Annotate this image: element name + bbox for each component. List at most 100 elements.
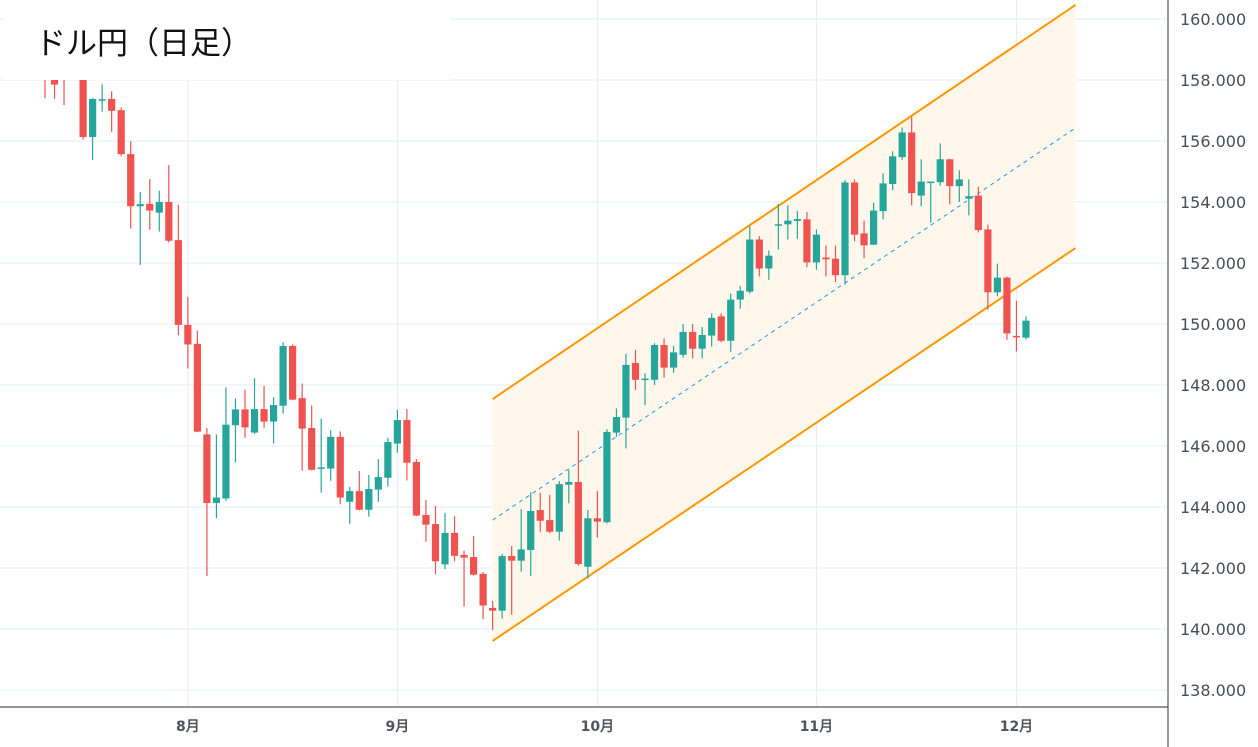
candle-body — [155, 202, 163, 213]
candle-down — [593, 491, 601, 538]
candle-body — [346, 491, 354, 502]
candle-body — [203, 434, 211, 504]
candle-down — [460, 550, 468, 607]
candle-body — [936, 159, 944, 183]
candle-body — [374, 477, 382, 490]
candle-down — [308, 405, 316, 471]
candle-body — [612, 417, 621, 433]
candle-up — [498, 553, 506, 619]
channel-upper-line[interactable] — [492, 4, 1077, 400]
candle-body — [50, 80, 59, 85]
candle-up — [269, 397, 278, 444]
candle-up — [517, 509, 525, 572]
candle-up — [603, 429, 611, 524]
candle-body — [812, 234, 821, 263]
candle-down — [717, 313, 725, 343]
y-tick-label: 158.000 — [1180, 71, 1246, 90]
candle-body — [431, 524, 440, 562]
candle-up — [136, 191, 144, 265]
candle-body — [784, 220, 792, 225]
candle-down — [984, 224, 992, 310]
candle-up — [317, 418, 325, 493]
candle-body — [536, 510, 544, 521]
candle-down — [822, 245, 830, 277]
candle-body — [289, 345, 297, 400]
candle-up — [584, 510, 592, 579]
candle-down — [908, 116, 916, 206]
candle-body — [450, 532, 459, 556]
candle-up — [250, 378, 259, 434]
candle-body — [955, 179, 963, 187]
candle-body — [260, 409, 268, 422]
candle-body — [622, 364, 630, 418]
candle-up — [231, 398, 240, 463]
candle-up — [765, 250, 773, 280]
candle-up — [222, 387, 230, 501]
candle-up — [927, 181, 935, 223]
candle-up — [527, 492, 535, 576]
candle-down — [479, 571, 487, 620]
y-tick-label: 144.000 — [1180, 498, 1246, 517]
candle-body — [746, 239, 754, 292]
candle-body — [889, 156, 897, 185]
y-tick-label: 138.000 — [1180, 681, 1246, 700]
candle-down — [508, 546, 516, 615]
candle-down — [174, 204, 182, 336]
candle-body — [117, 110, 125, 155]
candle-body — [584, 518, 592, 567]
candle-up — [708, 313, 716, 347]
candle-body — [527, 510, 535, 551]
candle-up — [784, 205, 792, 240]
candle-up — [365, 474, 373, 517]
candle-up — [965, 179, 973, 216]
candle-body — [317, 467, 325, 469]
candle-up — [89, 98, 97, 160]
candle-down — [422, 499, 430, 542]
candle-body — [565, 481, 573, 485]
y-tick-label: 140.000 — [1180, 620, 1246, 639]
candle-body — [1003, 277, 1011, 334]
candle-down — [946, 158, 954, 205]
candle-body — [517, 549, 525, 561]
candle-body — [984, 229, 992, 293]
candle-body — [441, 532, 449, 565]
candle-body — [669, 352, 678, 368]
candle-down — [803, 212, 811, 268]
candle-down — [117, 107, 125, 157]
candle-body — [308, 428, 316, 470]
candle-up — [98, 84, 106, 112]
candle-up — [212, 434, 221, 519]
candles — [41, 52, 1030, 630]
candle-up — [746, 226, 754, 294]
candle-down — [412, 459, 421, 517]
candle-up — [898, 127, 906, 160]
candle-down — [260, 385, 268, 428]
candle-body — [593, 518, 601, 522]
candle-body — [98, 99, 106, 101]
candle-body — [860, 233, 868, 246]
candle-body — [1012, 335, 1021, 338]
candle-down — [850, 179, 859, 242]
candle-body — [193, 343, 201, 432]
channel-lower-line[interactable] — [492, 247, 1077, 642]
candle-up — [565, 470, 573, 504]
candle-body — [603, 431, 611, 523]
candle-body — [765, 255, 773, 269]
candle-down — [660, 338, 668, 378]
candle-body — [917, 181, 925, 196]
candle-body — [89, 98, 97, 138]
candle-body — [298, 398, 306, 429]
candle-body — [555, 484, 563, 532]
candle-body — [508, 556, 516, 561]
candle-body — [850, 182, 859, 235]
candle-body — [174, 240, 182, 325]
candle-body — [841, 182, 849, 276]
candle-body — [993, 277, 1001, 293]
y-tick-label: 150.000 — [1180, 315, 1246, 334]
candle-body — [965, 196, 973, 199]
candle-up — [279, 342, 287, 414]
candle-down — [336, 431, 344, 505]
candle-down — [241, 389, 249, 438]
